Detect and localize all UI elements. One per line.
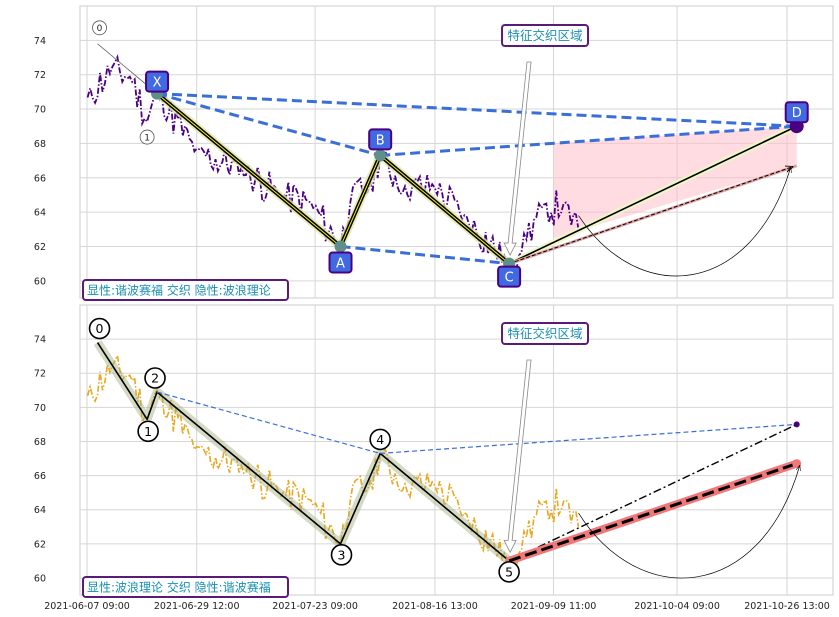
wave-point-2	[144, 367, 166, 389]
wave-marker-1	[139, 129, 155, 145]
target-line	[508, 424, 796, 562]
y-tick-label: 62	[34, 242, 46, 253]
pattern-leg-core	[340, 155, 381, 247]
pattern-point-A	[334, 240, 347, 253]
annotation-box	[501, 24, 590, 47]
pattern-connector	[156, 92, 797, 128]
pattern-leg-core	[379, 155, 510, 265]
pattern-connector	[156, 92, 381, 157]
legend-box	[82, 279, 289, 301]
wave-point-5	[498, 561, 520, 583]
annotation-arrow	[503, 359, 532, 554]
legend-box	[82, 576, 289, 598]
wave-point-0	[88, 317, 111, 340]
wave-marker-0	[92, 20, 107, 36]
target-point	[793, 421, 800, 428]
pattern-label-D: D	[792, 106, 802, 121]
x-tick-label: 2021-08-16 13:00	[392, 601, 478, 612]
pattern-label-C: C	[505, 271, 514, 286]
legend-label: 显性:波浪理论 交织 隐性:谐波赛福	[87, 580, 271, 595]
pattern-label-B: B	[376, 133, 385, 148]
projection-arc	[578, 167, 791, 277]
wave-label-1: 1	[144, 424, 152, 439]
annotation-box	[501, 322, 590, 345]
x-tick-label: 2021-10-04 09:00	[634, 601, 720, 612]
y-tick-label: 74	[34, 335, 46, 346]
y-tick-label: 68	[34, 437, 46, 448]
cd-leg	[508, 125, 798, 265]
y-tick-label: 70	[34, 105, 46, 116]
wave-marker-label: 0	[97, 24, 103, 34]
y-tick-label: 64	[34, 208, 46, 219]
x-tick-label: 2021-07-23 09:00	[272, 601, 358, 612]
y-tick-label: 60	[34, 573, 46, 584]
annotation-arrow	[503, 61, 532, 256]
y-tick-label: 66	[34, 471, 46, 482]
wave-marker-label: 1	[144, 133, 150, 143]
annotation-label: 特征交织区域	[508, 326, 583, 341]
wave-point-3	[330, 544, 353, 566]
y-tick-label: 72	[34, 369, 46, 380]
wave-point-4	[369, 428, 391, 451]
x-tick-label: 2021-06-07 09:00	[44, 601, 130, 612]
pattern-label-A: A	[336, 256, 345, 271]
y-tick-label: 66	[34, 173, 46, 184]
pattern-connector	[380, 124, 797, 157]
x-tick-label: 2021-06-29 12:00	[154, 601, 240, 612]
x-tick-label: 2021-09-09 11:00	[511, 601, 597, 612]
wave-label-4: 4	[376, 432, 384, 447]
pattern-label-box-D	[784, 101, 809, 124]
y-tick-label: 60	[34, 276, 46, 287]
y-tick-label: 70	[34, 403, 46, 414]
legend-label: 显性:谐波赛福 交织 隐性:波浪理论	[87, 283, 271, 298]
pattern-label-box-X	[145, 70, 170, 93]
y-tick-label: 62	[34, 539, 46, 550]
connector-2-4	[156, 391, 381, 454]
wave-label-2: 2	[151, 371, 159, 386]
wave-point-1	[137, 420, 159, 443]
y-tick-label: 72	[34, 70, 46, 81]
y-tick-label: 64	[34, 505, 46, 516]
projection-arc	[578, 466, 800, 579]
projection-line	[508, 167, 793, 265]
x-axis: 2021-06-07 09:00 2021-06-29 12:00 2021-07-…	[44, 601, 830, 612]
pattern-label-X: X	[153, 76, 162, 91]
projection-halo	[505, 459, 801, 565]
wave-line	[96, 342, 510, 562]
pattern-label-box-A	[328, 251, 353, 274]
pattern-leg-core	[156, 93, 341, 247]
wave-label-5: 5	[505, 564, 513, 579]
wave-label-0: 0	[96, 321, 104, 336]
plot-frame	[79, 304, 834, 596]
connector-4-d	[380, 423, 797, 455]
pattern-label-box-C	[497, 265, 522, 288]
y-tick-label: 68	[34, 139, 46, 150]
x-tick-label: 2021-10-26 13:00	[744, 601, 830, 612]
pattern-label-box-B	[368, 128, 393, 151]
y-tick-label: 74	[34, 36, 46, 47]
pattern-point-B	[374, 149, 387, 162]
pattern-connector	[340, 244, 510, 266]
projection-point	[792, 459, 802, 469]
wave-label-3: 3	[338, 547, 346, 562]
annotation-label: 特征交织区域	[508, 28, 583, 43]
